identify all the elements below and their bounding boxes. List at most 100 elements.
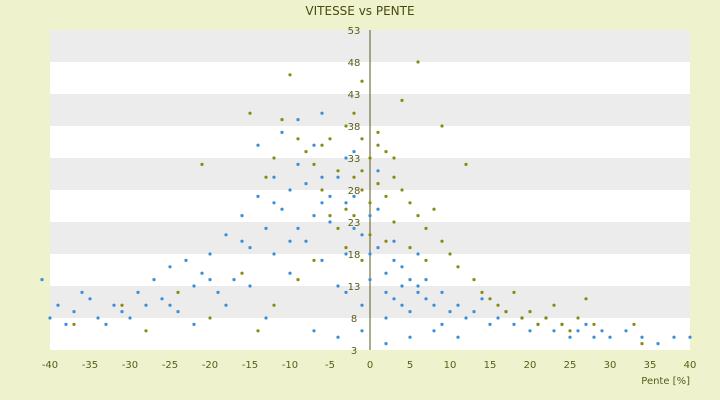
data-point-olive (512, 290, 516, 294)
data-point-blue (184, 258, 188, 262)
data-point-blue (360, 329, 364, 333)
data-point-blue (264, 316, 268, 320)
y-tick-label: 33 (348, 154, 361, 165)
data-point-blue (376, 169, 380, 173)
data-point-blue (416, 284, 420, 288)
data-point-olive (312, 258, 316, 262)
data-point-blue (112, 303, 116, 307)
data-point-blue (304, 239, 308, 243)
data-point-blue (344, 252, 348, 256)
data-point-blue (288, 188, 292, 192)
data-point-blue (312, 214, 316, 218)
data-point-olive (520, 316, 524, 320)
data-point-blue (392, 297, 396, 301)
data-point-blue (256, 194, 260, 198)
data-point-blue (360, 303, 364, 307)
data-point-blue (400, 303, 404, 307)
data-point-blue (320, 111, 324, 115)
data-point-olive (528, 310, 532, 314)
x-tick-label: -10 (282, 360, 298, 371)
data-point-olive (312, 162, 316, 166)
y-tick-label: 13 (348, 282, 361, 293)
data-point-olive (240, 271, 244, 275)
data-point-blue (552, 329, 556, 333)
data-point-blue (72, 310, 76, 314)
data-point-olive (376, 143, 380, 147)
data-point-olive (504, 310, 508, 314)
data-point-blue (296, 226, 300, 230)
data-point-blue (192, 322, 196, 326)
data-point-olive (272, 303, 276, 307)
data-point-olive (176, 290, 180, 294)
data-point-olive (272, 156, 276, 160)
data-point-olive (288, 73, 292, 77)
data-point-olive (368, 156, 372, 160)
data-point-olive (408, 201, 412, 205)
data-point-blue (120, 310, 124, 314)
data-point-blue (368, 278, 372, 282)
data-point-blue (384, 290, 388, 294)
data-point-blue (392, 258, 396, 262)
y-tick-label: 43 (348, 90, 361, 101)
data-point-olive (480, 290, 484, 294)
data-point-blue (376, 207, 380, 211)
x-tick-label: -40 (42, 360, 58, 371)
data-point-olive (144, 329, 148, 333)
data-point-olive (576, 316, 580, 320)
x-axis-label: Pente [%] (641, 376, 690, 387)
data-point-blue (408, 335, 412, 339)
data-point-blue (256, 143, 260, 147)
data-point-blue (288, 239, 292, 243)
x-tick-label: 40 (684, 360, 697, 371)
x-tick-label: 5 (407, 360, 413, 371)
y-tick-label: 18 (348, 250, 361, 261)
data-point-blue (376, 246, 380, 250)
data-point-blue (368, 214, 372, 218)
data-point-olive (536, 322, 540, 326)
data-point-blue (296, 162, 300, 166)
data-point-blue (456, 303, 460, 307)
data-point-olive (392, 220, 396, 224)
data-point-blue (512, 322, 516, 326)
data-point-blue (312, 329, 316, 333)
data-point-olive (352, 175, 356, 179)
y-tick-label: 23 (348, 218, 361, 229)
data-point-blue (448, 310, 452, 314)
data-point-olive (472, 278, 476, 282)
x-tick-label: -30 (122, 360, 138, 371)
data-point-olive (440, 124, 444, 128)
data-point-blue (440, 322, 444, 326)
data-point-olive (560, 322, 564, 326)
data-point-blue (336, 175, 340, 179)
data-point-blue (352, 194, 356, 198)
data-point-blue (328, 220, 332, 224)
data-point-blue (336, 335, 340, 339)
data-point-blue (248, 246, 252, 250)
data-point-blue (416, 290, 420, 294)
data-point-olive (336, 169, 340, 173)
x-tick-label: -15 (242, 360, 258, 371)
data-point-blue (96, 316, 100, 320)
data-point-olive (416, 214, 420, 218)
x-tick-label: 15 (484, 360, 497, 371)
data-point-olive (400, 188, 404, 192)
data-point-olive (208, 316, 212, 320)
y-tick-label: 38 (348, 122, 361, 133)
y-tick-label: 48 (348, 58, 361, 69)
data-point-blue (320, 175, 324, 179)
data-point-olive (432, 207, 436, 211)
x-tick-label: 35 (644, 360, 657, 371)
data-point-olive (264, 175, 268, 179)
data-point-blue (656, 342, 660, 346)
data-point-blue (80, 290, 84, 294)
data-point-olive (384, 239, 388, 243)
data-point-olive (296, 278, 300, 282)
data-point-olive (320, 188, 324, 192)
data-point-blue (384, 271, 388, 275)
y-tick-label: 28 (348, 186, 361, 197)
data-point-olive (408, 246, 412, 250)
data-point-blue (48, 316, 52, 320)
data-point-olive (296, 137, 300, 141)
